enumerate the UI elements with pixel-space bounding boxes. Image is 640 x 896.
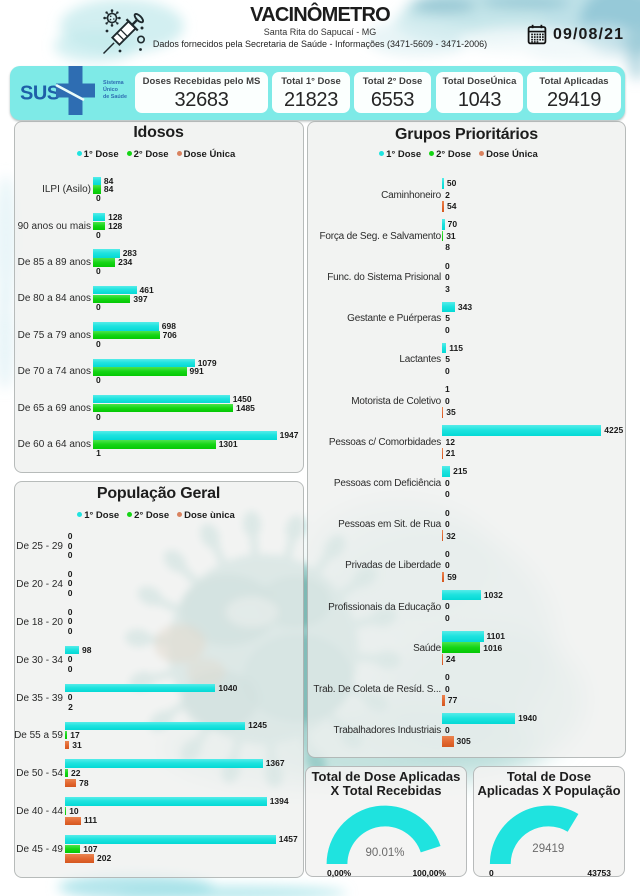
svg-text:de Saúde: de Saúde [103,94,127,100]
svg-text:Sistema: Sistema [103,80,125,86]
svg-text:SUS: SUS [20,83,60,105]
svg-text:Único: Único [103,86,119,93]
